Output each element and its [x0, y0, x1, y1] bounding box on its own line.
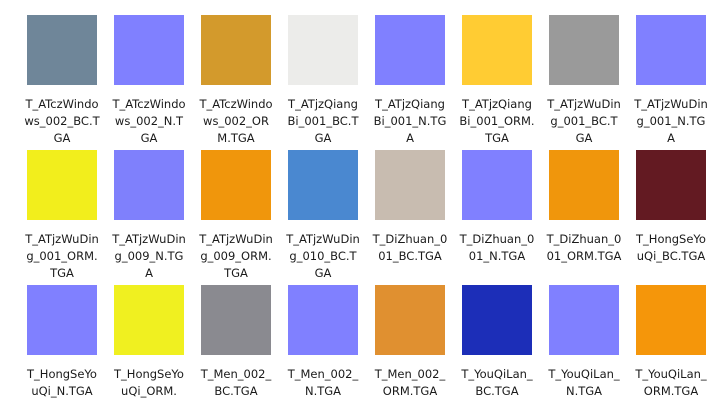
file-name: T_YouQiLan_N.TGA: [548, 367, 620, 398]
file-name: T_ATjzWuDing_009_N.TGA: [112, 232, 186, 280]
file-name: T_HongSeYouQi_ORM.: [114, 367, 184, 398]
file-item[interactable]: T_YouQiLan_N.TGA: [542, 285, 626, 400]
file-item[interactable]: T_YouQiLan_BC.TGA: [455, 285, 539, 400]
file-name: T_DiZhuan_001_N.TGA: [459, 232, 535, 263]
file-name: T_Men_002_BC.TGA: [200, 367, 272, 398]
file-item[interactable]: T_YouQiLan_ORM.TGA: [629, 285, 713, 400]
file-name: T_Men_002_N.TGA: [287, 367, 359, 398]
file-item[interactable]: T_ATjzWuDing_001_ORM.TGA: [20, 150, 104, 282]
file-name: T_ATczWindows_002_BC.TGA: [24, 97, 100, 145]
file-item[interactable]: T_ATczWindows_002_N.TGA: [107, 15, 191, 147]
file-item[interactable]: T_HongSeYouQi_BC.TGA: [629, 150, 713, 265]
file-item[interactable]: T_DiZhuan_001_N.TGA: [455, 150, 539, 265]
file-item[interactable]: T_ATjzWuDing_009_ORM.TGA: [194, 150, 278, 282]
thumbnail: [636, 150, 706, 220]
thumbnail: [201, 150, 271, 220]
thumbnail: [375, 285, 445, 355]
thumbnail: [375, 15, 445, 85]
thumbnail: [201, 15, 271, 85]
thumbnail: [27, 150, 97, 220]
thumbnail: [201, 285, 271, 355]
file-item[interactable]: T_ATjzWuDing_001_N.TGA: [629, 15, 713, 147]
file-name: T_DiZhuan_001_ORM.TGA: [546, 232, 622, 263]
file-item[interactable]: T_Men_002_N.TGA: [281, 285, 365, 400]
thumbnail: [288, 285, 358, 355]
file-name: T_ATjzWuDing_001_ORM.TGA: [25, 232, 99, 280]
file-item[interactable]: T_ATczWindows_002_BC.TGA: [20, 15, 104, 147]
thumbnail: [114, 150, 184, 220]
file-name: T_Men_002_ORM.TGA: [374, 367, 446, 398]
file-name: T_YouQiLan_ORM.TGA: [635, 367, 707, 398]
file-name: T_ATjzQiangBi_001_ORM.TGA: [459, 97, 535, 145]
thumbnail: [549, 150, 619, 220]
file-name: T_DiZhuan_001_BC.TGA: [372, 232, 448, 263]
file-item[interactable]: T_Men_002_BC.TGA: [194, 285, 278, 400]
file-item[interactable]: T_ATjzWuDing_010_BC.TGA: [281, 150, 365, 282]
file-item[interactable]: T_HongSeYouQi_ORM.: [107, 285, 191, 400]
file-item[interactable]: T_ATjzWuDing_009_N.TGA: [107, 150, 191, 282]
file-name: T_ATjzWuDing_001_BC.TGA: [547, 97, 621, 145]
thumbnail: [462, 150, 532, 220]
file-item[interactable]: T_DiZhuan_001_ORM.TGA: [542, 150, 626, 265]
file-item[interactable]: T_DiZhuan_001_BC.TGA: [368, 150, 452, 265]
thumbnail: [27, 15, 97, 85]
thumbnail: [27, 285, 97, 355]
file-item[interactable]: T_ATjzQiangBi_001_ORM.TGA: [455, 15, 539, 147]
file-name: T_ATczWindows_002_ORM.TGA: [199, 97, 273, 145]
thumbnail: [636, 285, 706, 355]
thumbnail: [462, 285, 532, 355]
file-name: T_ATjzWuDing_009_ORM.TGA: [199, 232, 273, 280]
thumbnail: [549, 15, 619, 85]
thumbnail: [636, 15, 706, 85]
file-item[interactable]: T_ATjzQiangBi_001_BC.TGA: [281, 15, 365, 147]
file-name: T_ATjzQiangBi_001_N.TGA: [373, 97, 447, 145]
file-name: T_HongSeYouQi_N.TGA: [27, 367, 97, 398]
thumbnail: [114, 15, 184, 85]
file-name: T_HongSeYouQi_BC.TGA: [636, 232, 706, 263]
thumbnail: [114, 285, 184, 355]
file-name: T_YouQiLan_BC.TGA: [461, 367, 533, 398]
thumbnail: [375, 150, 445, 220]
file-name: T_ATjzWuDing_010_BC.TGA: [286, 232, 360, 280]
thumbnail: [288, 15, 358, 85]
file-name: T_ATczWindows_002_N.TGA: [112, 97, 186, 145]
file-item[interactable]: T_Men_002_ORM.TGA: [368, 285, 452, 400]
file-name: T_ATjzQiangBi_001_BC.TGA: [287, 97, 359, 145]
file-item[interactable]: T_ATczWindows_002_ORM.TGA: [194, 15, 278, 147]
file-item[interactable]: T_ATjzQiangBi_001_N.TGA: [368, 15, 452, 147]
file-item[interactable]: T_ATjzWuDing_001_BC.TGA: [542, 15, 626, 147]
thumbnail: [549, 285, 619, 355]
file-name: T_ATjzWuDing_001_N.TGA: [634, 97, 708, 145]
thumbnail: [288, 150, 358, 220]
file-item[interactable]: T_HongSeYouQi_N.TGA: [20, 285, 104, 400]
thumbnail: [462, 15, 532, 85]
